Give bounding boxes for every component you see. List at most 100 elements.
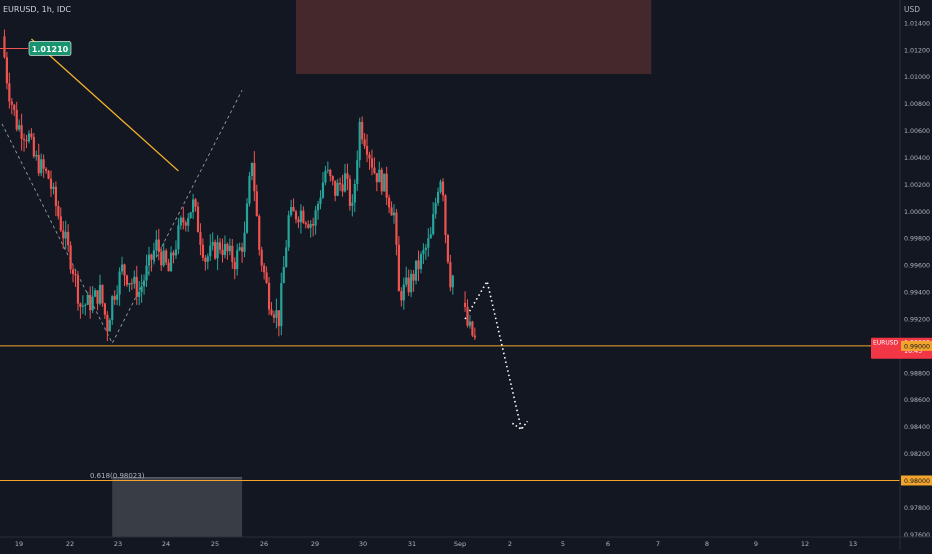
candle-body	[473, 335, 476, 338]
candle-body	[155, 239, 158, 251]
candle-body	[321, 182, 325, 198]
candle-body	[390, 207, 393, 216]
candle-body	[316, 203, 320, 211]
projection-arrowhead	[511, 420, 529, 431]
candle-body	[214, 242, 217, 259]
candle-body	[32, 136, 35, 157]
candle-body	[67, 231, 70, 246]
candle-body	[282, 266, 285, 284]
candle-body	[8, 83, 11, 102]
candle-body	[432, 214, 435, 235]
time-tick-label: 7	[656, 540, 660, 548]
candle-body	[270, 309, 273, 315]
candle-body	[13, 104, 16, 110]
candle-body	[437, 191, 440, 203]
candle-body	[128, 283, 131, 285]
candle-body	[59, 216, 62, 231]
candle-body	[272, 314, 276, 318]
candle-body	[297, 219, 300, 223]
candle-body	[101, 284, 104, 304]
candle-body	[248, 176, 251, 204]
candle-body	[22, 138, 26, 141]
candle-body	[341, 184, 344, 192]
candle-body	[231, 245, 234, 262]
candle-body	[238, 247, 241, 251]
candle-body	[228, 245, 231, 252]
candle-body	[380, 169, 383, 192]
candle-body	[466, 306, 469, 326]
candle-body	[263, 265, 266, 273]
candle-body	[135, 276, 138, 297]
level-price-tag	[901, 475, 932, 486]
time-tick-label: 6	[606, 540, 610, 548]
candle-body	[125, 275, 129, 285]
candle-body	[260, 249, 263, 266]
candle-body	[365, 146, 369, 155]
candle-body	[69, 245, 72, 270]
price-tick-label: 1.00600	[904, 128, 930, 135]
time-axis[interactable]: 19 22 23 24 25 26 29 30 31 Sep 2 5 6 7 8 9 12 13	[0, 536, 932, 548]
candle-body	[57, 206, 60, 217]
price-tick-label: 0.98800	[904, 370, 930, 377]
zones-layer	[112, 0, 652, 537]
candle-body	[392, 212, 396, 216]
candle-body	[290, 207, 293, 216]
candle-body	[407, 277, 410, 293]
candle-body	[157, 239, 160, 252]
candle-body	[326, 169, 329, 172]
price-tick-label: 0.98400	[904, 424, 930, 431]
candle-body	[30, 133, 33, 137]
candle-body	[150, 254, 153, 260]
callout-text: 1.01210	[32, 45, 69, 54]
candle-body	[160, 251, 163, 266]
candle-body	[169, 252, 173, 272]
candle-body	[292, 207, 295, 212]
candle-body	[400, 291, 403, 301]
candle-body	[162, 250, 165, 266]
candle-body	[307, 224, 310, 228]
candle-body	[42, 159, 45, 169]
last-price-tag	[871, 337, 902, 359]
price-tick-label: 1.01200	[904, 47, 930, 54]
level-price-label: 0.99000	[904, 343, 930, 350]
candle-body	[216, 242, 219, 259]
candle-body	[243, 232, 246, 252]
candle-body	[52, 186, 55, 189]
candle-body	[209, 245, 212, 257]
candle-body	[346, 173, 349, 179]
candle-body	[253, 162, 256, 192]
candle-body	[37, 154, 40, 174]
candle-body	[280, 283, 283, 327]
candle-body	[49, 178, 53, 189]
candle-body	[336, 182, 339, 196]
candle-body	[383, 173, 386, 192]
candle-body	[120, 264, 124, 272]
candle-body	[204, 257, 207, 262]
candle-body	[309, 223, 312, 228]
candle-body	[358, 121, 361, 161]
candle-body	[130, 283, 133, 285]
candle-body	[45, 168, 48, 171]
candle-body	[15, 109, 18, 130]
resistance-zone	[296, 0, 652, 75]
candle-body	[221, 249, 224, 255]
symbol-label: EURUSD, 1h, IDC	[3, 5, 71, 14]
candle-body	[402, 284, 405, 301]
candle-body	[179, 217, 182, 226]
candle-body	[388, 197, 391, 208]
candle-body	[3, 36, 6, 58]
price-tick-label: 0.99800	[904, 236, 930, 243]
candle-body	[194, 199, 197, 207]
candle-body	[449, 262, 452, 288]
last-price-symbol: EURUSD	[873, 339, 899, 346]
price-tick-label: 0.99600	[904, 263, 930, 270]
candle-body	[468, 321, 472, 326]
time-tick-label: 8	[705, 540, 709, 548]
candle-body	[89, 294, 92, 311]
time-tick-label: 24	[162, 540, 170, 548]
fib-zone	[112, 477, 243, 537]
candle-body	[285, 247, 288, 267]
